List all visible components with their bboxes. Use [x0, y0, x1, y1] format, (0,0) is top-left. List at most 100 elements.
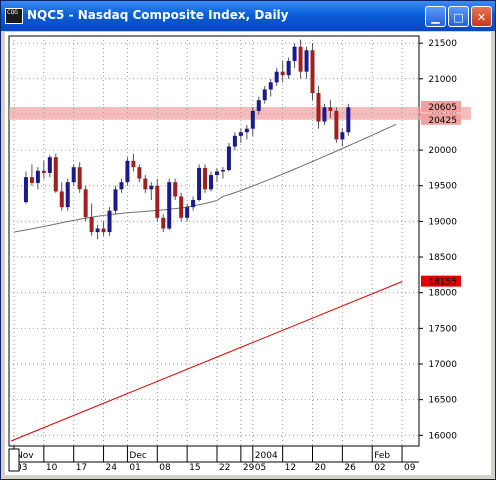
short-moving-average	[13, 123, 397, 233]
price-chart[interactable]: 16000 16500 17000 17500 18000 18500 19000 19500…	[5, 32, 491, 475]
y-tick-label: 19000	[428, 217, 457, 227]
last-price-label: 20605	[428, 103, 457, 113]
chart-area[interactable]: 16000 16500 17000 17500 18000 18500 19000 19500…	[5, 32, 491, 475]
y-tick-label: 18000	[428, 289, 457, 299]
candle-body	[89, 217, 94, 233]
x-tick-label: 22	[219, 463, 230, 473]
long-ma-price-label-bg	[421, 275, 461, 287]
x-tick-label: 10	[46, 463, 58, 473]
candle-body	[310, 50, 315, 94]
candle-body	[155, 185, 160, 218]
last-price-label-bg	[421, 100, 461, 112]
candle-body	[244, 128, 249, 133]
candle-body	[232, 135, 237, 147]
candle-body	[77, 167, 82, 190]
candle-body	[185, 207, 190, 218]
candle-body	[125, 160, 130, 183]
candle-body	[286, 60, 291, 76]
x-tick-label: 03	[16, 463, 27, 473]
x-tick-label: 26	[344, 463, 356, 473]
candle-body	[226, 146, 231, 171]
candle-body	[161, 217, 166, 229]
candle-body	[292, 46, 297, 61]
x-period-label: Dec	[129, 451, 146, 461]
y-tick-label: 20000	[428, 146, 457, 156]
candle-body	[262, 89, 267, 101]
window-title: NQC5 - Nasdaq Composite Index, Daily	[27, 8, 289, 22]
candle-body	[107, 210, 112, 233]
candle-body	[143, 178, 148, 190]
y-tick-label: 21500	[428, 39, 457, 49]
candle-body	[250, 110, 255, 129]
candle-body	[71, 167, 76, 183]
close-button[interactable]: ✕	[471, 6, 492, 27]
title-bar[interactable]: CQG NQC5 - Nasdaq Composite Index, Daily…	[1, 1, 495, 31]
y-tick-label: 17500	[428, 324, 457, 334]
candle-body	[197, 167, 202, 200]
candle-body	[137, 167, 142, 179]
price-band	[9, 106, 471, 120]
x-tick-label: 08	[159, 463, 171, 473]
candle-body	[346, 107, 351, 133]
candle-body	[340, 132, 345, 140]
close-icon: ✕	[476, 11, 487, 24]
candle-body	[280, 71, 285, 76]
candle-body	[316, 93, 321, 122]
y-tick-label: 19500	[428, 182, 457, 192]
candle-body	[95, 228, 100, 233]
maximize-button[interactable]: □	[448, 6, 469, 27]
candle-body	[65, 182, 70, 208]
candle-body	[274, 71, 279, 83]
y-tick-label: 18500	[428, 253, 457, 263]
candle-body	[179, 196, 184, 218]
minimize-button[interactable]: ▁	[425, 6, 446, 27]
candle-body	[41, 170, 46, 173]
maximize-icon: □	[453, 11, 464, 24]
y-tick-label: 16000	[428, 431, 457, 441]
minimize-icon: ▁	[431, 11, 440, 24]
x-tick-label: 17	[76, 463, 87, 473]
x-tick-label: 01	[129, 463, 140, 473]
candle-body	[214, 171, 219, 176]
candle-body	[59, 191, 64, 208]
y-tick-label: 17000	[428, 360, 457, 370]
candle-body	[209, 175, 214, 190]
candle-body	[47, 157, 52, 173]
candle-body	[203, 167, 208, 190]
candle-body	[191, 200, 196, 208]
candle-body	[35, 170, 40, 183]
candle-body	[173, 182, 178, 197]
x-tick-label: 29	[243, 463, 255, 473]
candle-body	[268, 82, 273, 90]
candle-body	[131, 160, 136, 168]
low-price-label-bg	[421, 113, 461, 125]
candle-body	[304, 50, 309, 72]
x-tick-label: 05	[255, 463, 266, 473]
candle-body	[113, 189, 118, 211]
y-tick-label: 21000	[428, 75, 457, 85]
long-ma-price-label: 18155	[428, 278, 457, 288]
x-tick-label: 20	[315, 463, 327, 473]
x-tick-label: 12	[285, 463, 296, 473]
candle-body	[256, 100, 261, 111]
scroll-handle	[8, 448, 20, 472]
candle-body	[220, 170, 225, 172]
candle-body	[334, 110, 339, 140]
x-tick-label: 15	[189, 463, 200, 473]
x-period-label: Feb	[374, 451, 390, 461]
candle-body	[322, 107, 327, 122]
candle-body	[101, 228, 106, 233]
candle-body	[29, 177, 34, 183]
plot-frame	[8, 35, 420, 447]
x-period-label: 2004	[255, 451, 278, 461]
candle-body	[298, 46, 303, 72]
x-period-label: Nov	[16, 451, 34, 461]
x-tick-label: 24	[106, 463, 118, 473]
candle-body	[167, 182, 172, 229]
candle-body	[149, 185, 154, 190]
long-moving-average	[10, 281, 403, 442]
candle-body	[119, 182, 124, 190]
app-icon[interactable]: CQG	[5, 8, 23, 24]
candle-body	[238, 132, 243, 136]
